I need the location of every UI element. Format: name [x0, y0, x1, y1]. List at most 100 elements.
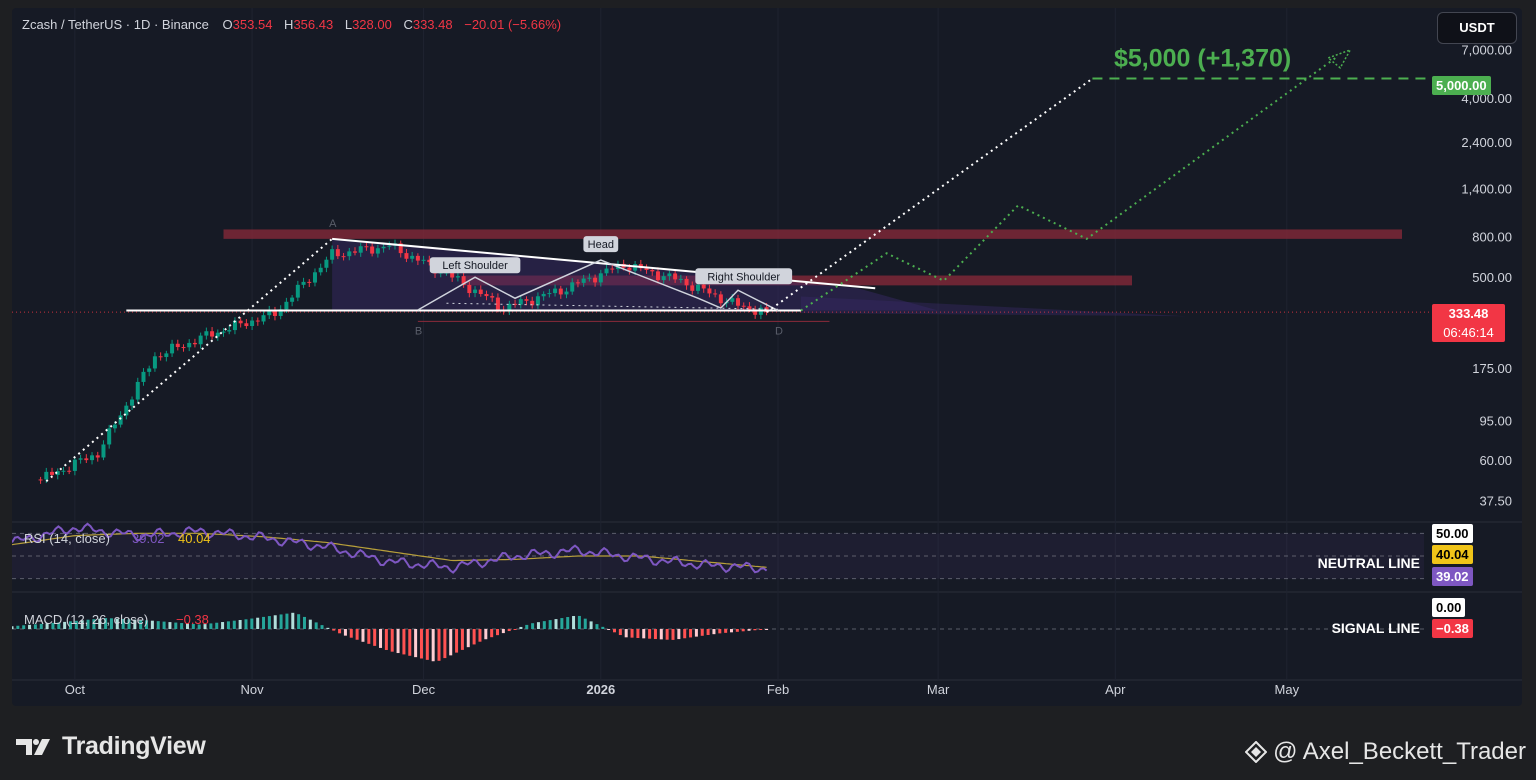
candle-body	[78, 458, 83, 460]
candle-body	[324, 259, 329, 268]
macd-histogram-bar	[624, 629, 628, 638]
macd-histogram-bar	[577, 615, 581, 629]
candle-body	[341, 256, 346, 258]
candle-body	[484, 294, 489, 297]
point-d-label: D	[775, 326, 783, 338]
high-label: H	[284, 17, 294, 32]
candle-body	[507, 303, 512, 311]
chart-frame[interactable]: $5,000 (+1,370) Left Shoulder Head Right Sh…	[12, 8, 1522, 706]
candle-body	[175, 343, 180, 348]
tradingview-logo[interactable]: TradingView	[16, 732, 206, 761]
macd-legend: MACD (12, 26, close)	[24, 612, 148, 627]
candle-body	[455, 276, 460, 278]
macd-histogram-bar	[127, 619, 131, 629]
candle-body	[55, 471, 60, 475]
candle-body	[101, 444, 106, 458]
candle-body	[84, 458, 89, 461]
macd-histogram-bar	[133, 619, 137, 629]
macd-histogram-bar	[262, 616, 266, 629]
macd-histogram-bar	[490, 629, 494, 638]
macd-histogram-bar	[267, 616, 271, 629]
macd-histogram-bar	[513, 629, 517, 630]
price-chart[interactable]: $5,000 (+1,370) Left Shoulder Head Right Sh…	[12, 8, 1522, 706]
currency-button[interactable]: USDT	[1437, 12, 1517, 44]
macd-histogram-bar	[618, 629, 622, 636]
candle-body	[130, 399, 135, 406]
macd-histogram-bar	[566, 617, 570, 629]
candle-body	[152, 356, 157, 369]
candle-body	[215, 332, 220, 337]
macd-histogram-bar	[355, 629, 359, 640]
macd-histogram-bar	[86, 619, 90, 629]
rsi-line	[12, 522, 768, 574]
candle-body	[404, 253, 409, 259]
macd-histogram-bar	[361, 629, 365, 642]
candle-body	[210, 331, 215, 337]
candle-body	[50, 471, 55, 475]
macd-histogram-bar	[478, 629, 482, 642]
candle-body	[547, 293, 552, 295]
candle-body	[250, 320, 255, 327]
candle-body	[170, 343, 175, 354]
candle-body	[364, 246, 369, 248]
macd-histogram-bar	[396, 629, 400, 654]
candle-body	[295, 284, 300, 298]
time-axis-label: Apr	[1105, 682, 1126, 697]
macd-histogram-bar	[332, 629, 336, 631]
candle-body	[95, 455, 100, 458]
candle-body	[661, 276, 666, 281]
macd-histogram-bar	[630, 629, 634, 638]
candle-body	[730, 298, 735, 302]
candle-body	[181, 347, 186, 349]
candle-body	[478, 289, 483, 295]
time-axis-label: May	[1275, 682, 1300, 697]
macd-histogram-bar	[244, 619, 248, 629]
macd-histogram-bar	[507, 629, 511, 632]
macd-histogram-bar	[285, 613, 289, 629]
macd-histogram-bar	[191, 624, 195, 629]
candle-body	[284, 301, 289, 310]
chart-legend-header: Zcash / TetherUS · 1D · Binance O353.54 …	[22, 17, 563, 32]
triangle-projection	[800, 296, 1187, 317]
symbol-label[interactable]: Zcash / TetherUS · 1D · Binance	[22, 17, 209, 32]
candle-body	[593, 277, 598, 283]
neutral-line-label: NEUTRAL LINE	[1318, 555, 1420, 571]
macd-histogram-bar	[753, 629, 757, 631]
candle-body	[695, 284, 700, 291]
macd-value-tag: −0.38	[1432, 619, 1473, 638]
macd-histogram-bar	[174, 622, 178, 629]
time-axis-label: 2026	[586, 682, 615, 697]
macd-histogram-bar	[63, 621, 67, 629]
price-axis-tick: 60.00	[1479, 453, 1512, 468]
candle-body	[72, 459, 77, 471]
macd-histogram-bar	[653, 629, 657, 640]
candle-body	[461, 276, 466, 285]
candle-body	[530, 300, 535, 306]
candle-body	[415, 255, 420, 261]
macd-histogram-bar	[343, 629, 347, 636]
macd-histogram-bar	[150, 620, 154, 629]
macd-histogram-bar	[677, 629, 681, 640]
macd-histogram-bar	[74, 620, 78, 629]
macd-histogram-bar	[28, 624, 32, 629]
macd-histogram-bar	[80, 620, 84, 629]
candle-body	[358, 246, 363, 253]
candle-body	[244, 323, 249, 327]
candle-body	[524, 299, 529, 301]
right-shoulder-label-bg	[695, 268, 793, 285]
projection-arrow-head	[1326, 48, 1352, 70]
macd-histogram-bar	[689, 629, 693, 638]
macd-histogram-bar	[273, 615, 277, 629]
candle-body	[490, 296, 495, 298]
candle-body	[158, 356, 163, 358]
macd-histogram-bar	[168, 622, 172, 629]
point-a-label: A	[329, 218, 337, 230]
rsi-value-tag: 39.02	[1432, 567, 1473, 586]
candle-body	[553, 288, 558, 294]
macd-histogram-bar	[338, 629, 342, 634]
candle-body	[307, 281, 312, 283]
high-value: 356.43	[293, 17, 334, 32]
candle-body	[261, 315, 266, 322]
macd-histogram-bar	[735, 629, 739, 632]
resistance-zone	[223, 229, 1403, 239]
